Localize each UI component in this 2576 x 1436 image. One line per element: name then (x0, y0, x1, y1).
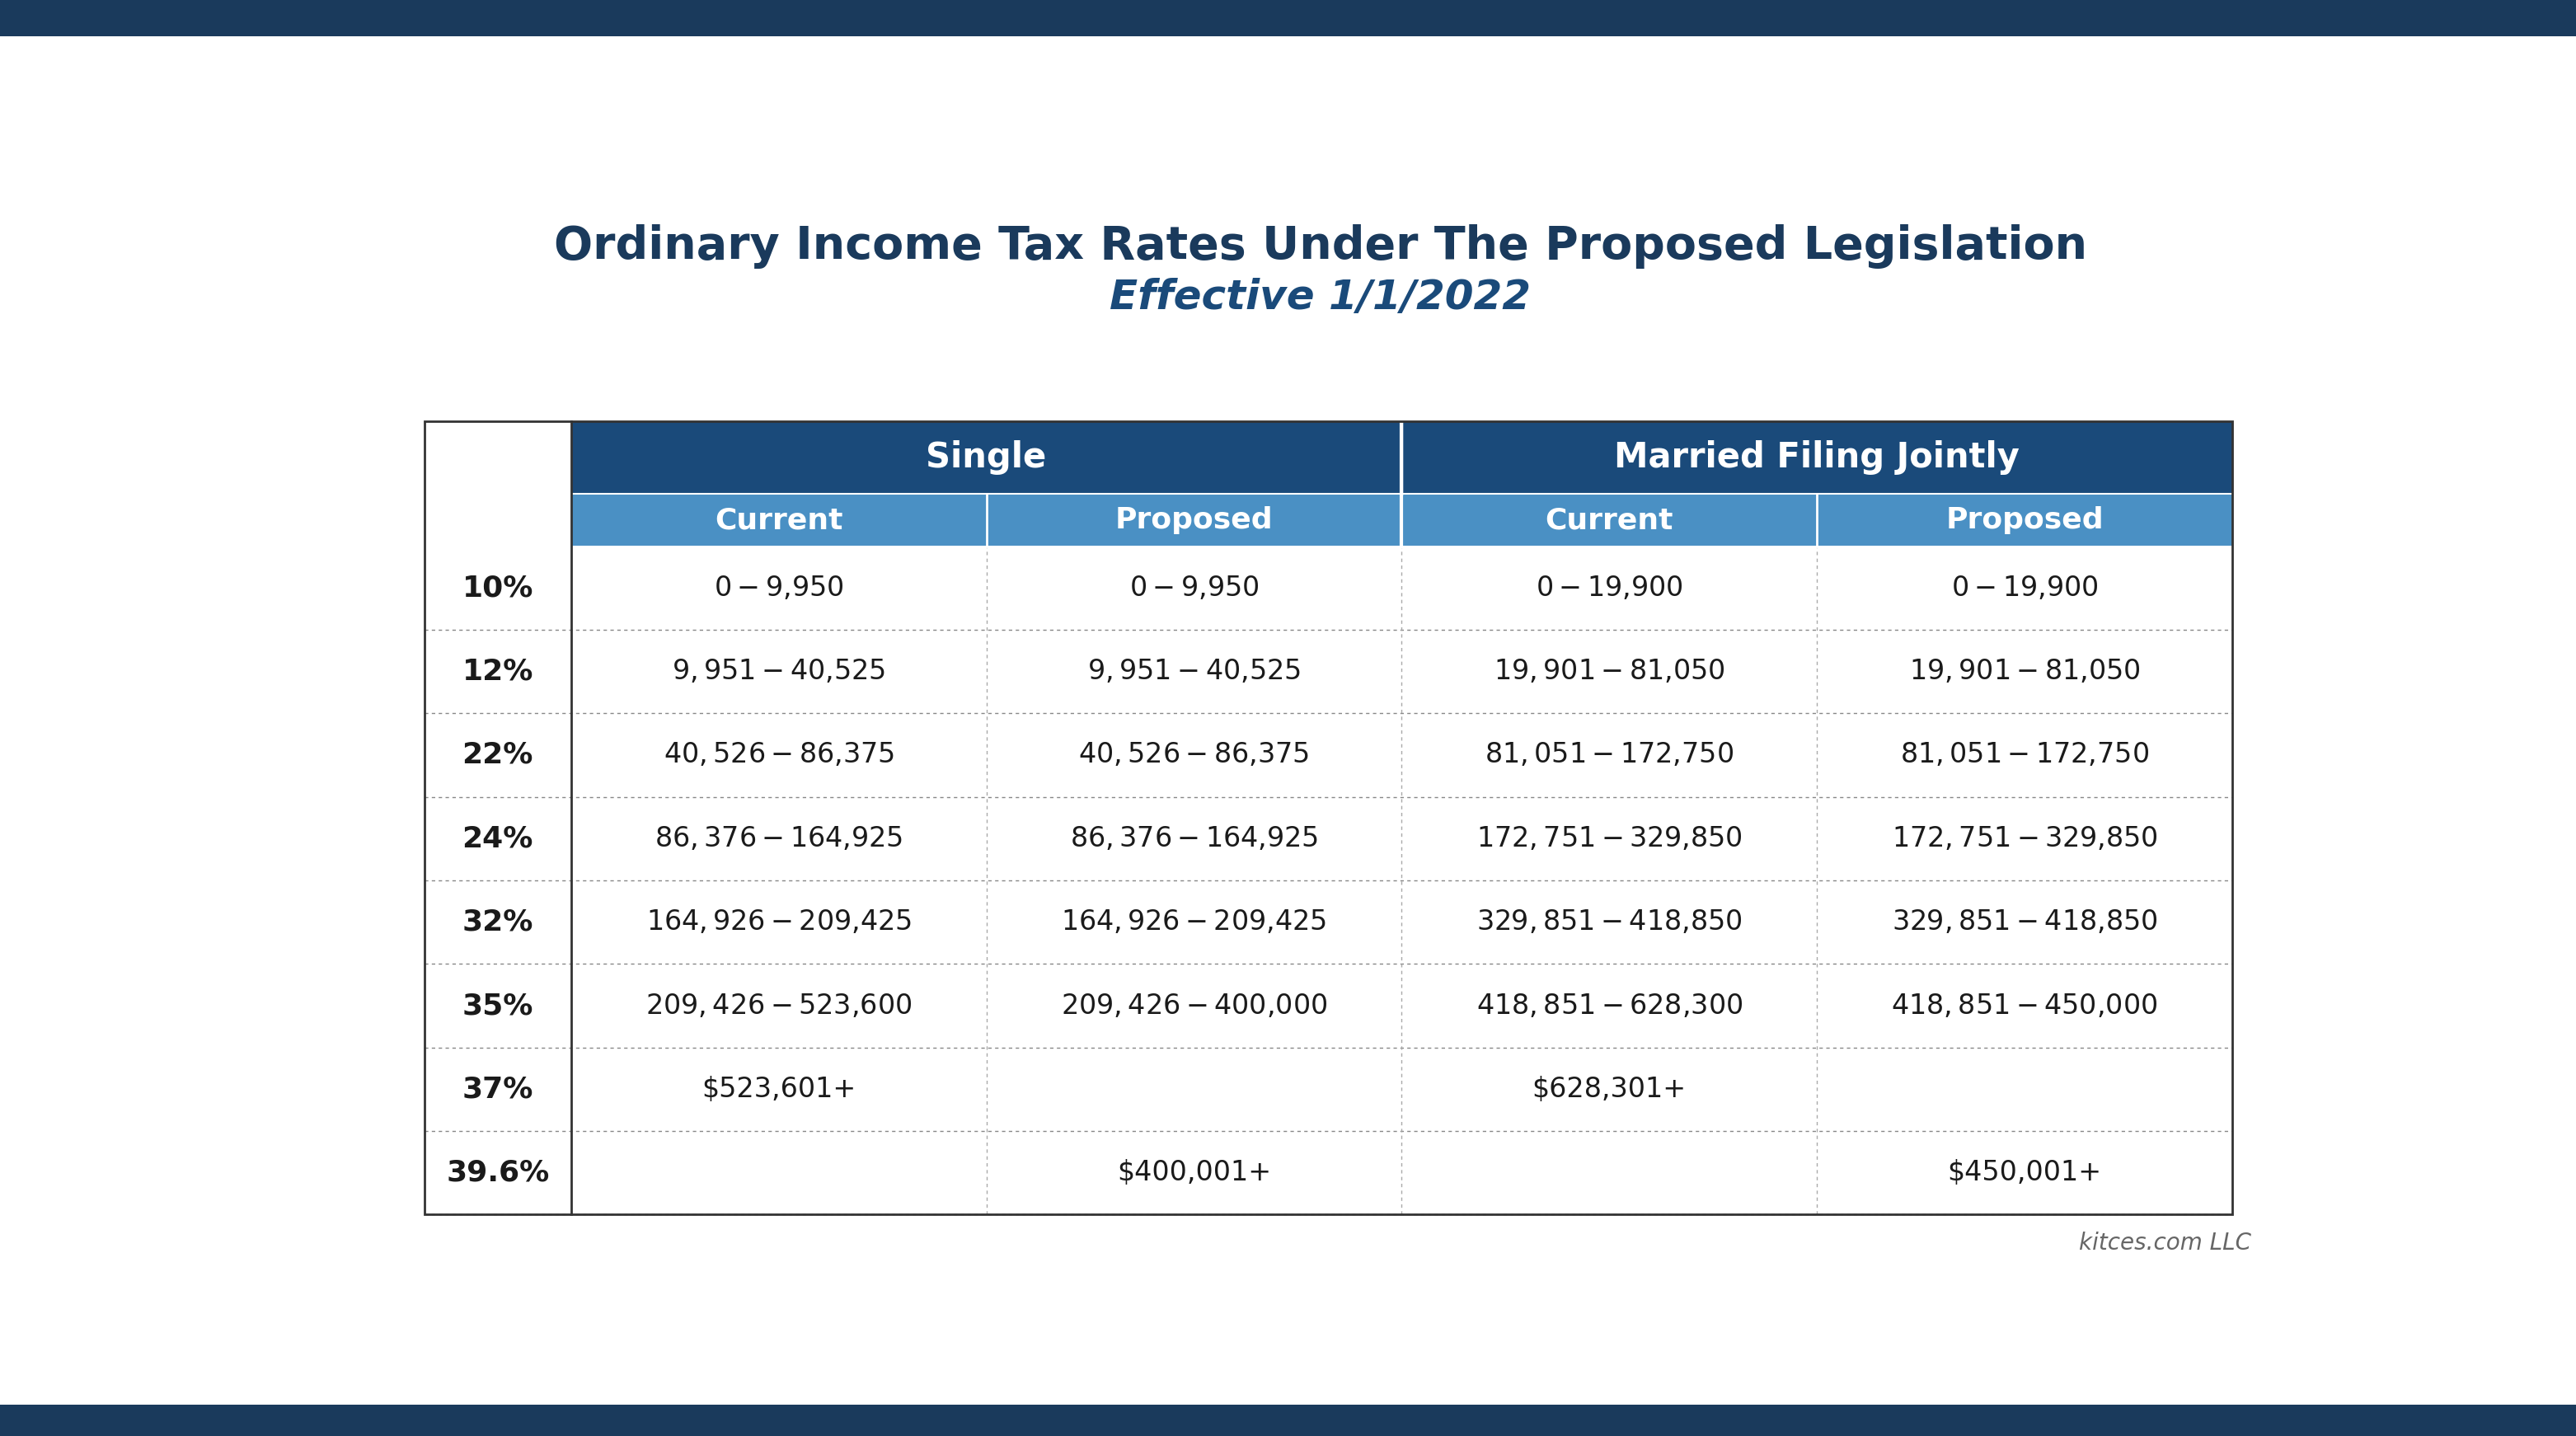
Text: $19,901 - $81,050: $19,901 - $81,050 (1494, 658, 1726, 685)
Bar (425, 421, 2233, 1215)
Text: $40,526 - $86,375: $40,526 - $86,375 (662, 741, 894, 768)
Text: kitces.com LLC: kitces.com LLC (2079, 1232, 2251, 1255)
Text: Current: Current (714, 505, 842, 534)
Text: $523,601+: $523,601+ (701, 1076, 855, 1103)
Bar (1816, 494, 2233, 546)
Text: Single: Single (927, 441, 1046, 475)
Text: $329,851 - $418,850: $329,851 - $418,850 (1476, 909, 1741, 936)
Bar (425, 964, 2233, 1047)
Bar (425, 630, 2233, 714)
Text: 12%: 12% (461, 658, 533, 685)
Text: Ordinary Income Tax Rates Under The Proposed Legislation: Ordinary Income Tax Rates Under The Prop… (554, 224, 2087, 269)
Text: $19,901 - $81,050: $19,901 - $81,050 (1909, 658, 2141, 685)
Text: 37%: 37% (461, 1076, 533, 1103)
Text: $172,751 - $329,850: $172,751 - $329,850 (1476, 826, 1741, 852)
Text: 32%: 32% (461, 908, 533, 936)
Text: $172,751 - $329,850: $172,751 - $329,850 (1891, 826, 2159, 852)
Text: Effective 1/1/2022: Effective 1/1/2022 (1110, 277, 1530, 317)
Text: $0 - $9,950: $0 - $9,950 (714, 574, 845, 602)
Text: $329,851 - $418,850: $329,851 - $418,850 (1891, 909, 2159, 936)
Text: 22%: 22% (461, 741, 533, 770)
Text: Proposed: Proposed (1945, 505, 2105, 534)
Bar (425, 1047, 2233, 1132)
Text: Current: Current (1546, 505, 1674, 534)
Bar (987, 494, 1401, 546)
Text: 35%: 35% (461, 992, 533, 1020)
Text: $164,926 - $209,425: $164,926 - $209,425 (1061, 909, 1327, 936)
Bar (425, 797, 2233, 880)
Bar (425, 880, 2233, 964)
Text: $418,851 - $628,300: $418,851 - $628,300 (1476, 992, 1741, 1020)
Text: $450,001+: $450,001+ (1947, 1159, 2102, 1186)
Text: $0 - $19,900: $0 - $19,900 (1535, 574, 1682, 602)
Text: $209,426 - $400,000: $209,426 - $400,000 (1061, 992, 1327, 1020)
Text: 39.6%: 39.6% (446, 1159, 549, 1186)
Text: $86,376 - $164,925: $86,376 - $164,925 (654, 826, 902, 852)
Text: Proposed: Proposed (1115, 505, 1273, 534)
Text: $40,526 - $86,375: $40,526 - $86,375 (1079, 741, 1309, 768)
Text: $400,001+: $400,001+ (1118, 1159, 1270, 1186)
Bar (425, 546, 2233, 630)
Text: $9,951 - $40,525: $9,951 - $40,525 (1087, 658, 1301, 685)
Text: $0 - $19,900: $0 - $19,900 (1950, 574, 2099, 602)
Text: $164,926 - $209,425: $164,926 - $209,425 (647, 909, 912, 936)
Text: $81,051 - $172,750: $81,051 - $172,750 (1901, 741, 2148, 768)
Bar (572, 494, 987, 546)
Text: $0 - $9,950: $0 - $9,950 (1128, 574, 1260, 602)
Text: $81,051 - $172,750: $81,051 - $172,750 (1484, 741, 1734, 768)
Text: Married Filing Jointly: Married Filing Jointly (1615, 441, 2020, 475)
Bar (572, 421, 1401, 494)
Bar (425, 714, 2233, 797)
Bar (1401, 494, 1816, 546)
Text: $9,951 - $40,525: $9,951 - $40,525 (672, 658, 886, 685)
Text: $209,426 - $523,600: $209,426 - $523,600 (647, 992, 912, 1020)
Text: $86,376 - $164,925: $86,376 - $164,925 (1069, 826, 1319, 852)
Text: 24%: 24% (461, 824, 533, 853)
Text: $628,301+: $628,301+ (1533, 1076, 1687, 1103)
Text: $418,851 - $450,000: $418,851 - $450,000 (1891, 992, 2159, 1020)
Bar (1401, 421, 2233, 494)
Bar (425, 1132, 2233, 1215)
Text: 10%: 10% (461, 574, 533, 602)
